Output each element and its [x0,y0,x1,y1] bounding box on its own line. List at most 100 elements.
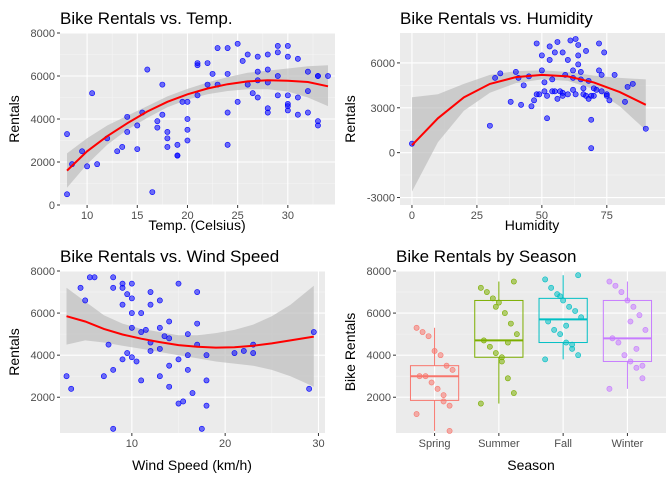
data-point [184,137,191,144]
data-point [119,301,126,308]
data-point [180,398,187,405]
data-point [284,92,291,99]
box-body [474,299,524,358]
season-point [572,308,579,314]
data-points-humidity [409,36,649,152]
y-tick-label: 3000 [371,103,395,115]
data-point [264,66,271,73]
data-point [305,68,311,75]
data-point [274,49,281,56]
season-point [630,303,637,310]
season-point [542,356,549,363]
data-point [284,43,291,49]
x-tick-label: 25 [471,210,483,222]
data-point [590,92,597,99]
data-point [551,88,558,95]
data-point [234,98,241,105]
season-point [446,402,453,409]
season-point [492,350,499,356]
y-axis-label-wind: Rentals [6,328,22,375]
data-point [142,327,149,333]
data-point [577,68,584,75]
data-point [105,341,112,348]
data-point [184,331,191,338]
data-point [559,92,566,99]
season-point [633,345,640,352]
data-point [166,318,173,325]
data-point [305,109,311,116]
ticks-wind: 10 20 30 2000 4000 6000 8000 [31,266,325,450]
data-point [305,88,311,94]
panel-wind: Bike Rentals vs. Wind Speed 10 20 30 2000 40… [6,247,325,473]
season-point [606,385,613,392]
data-point [79,148,85,155]
season-point [633,364,640,371]
data-point [119,284,126,291]
data-point [611,71,618,78]
season-point [437,352,444,359]
x-tick-label: 20 [181,210,193,222]
data-point [189,390,196,396]
data-point [629,80,636,87]
x-tick-label: 30 [312,438,324,450]
data-point [154,124,161,131]
chart-title-wind: Bike Rentals vs. Wind Speed [60,247,279,266]
smooth-line [66,79,329,172]
data-point [294,111,301,118]
season-point [492,303,499,310]
data-point [84,163,90,170]
data-point [570,67,576,74]
data-point [175,280,182,287]
season-point [575,272,582,279]
y-tick-label: 8000 [31,266,55,278]
season-point [446,427,453,434]
data-point [128,295,135,302]
data-point [110,425,117,432]
y-tick-label: 0 [49,200,55,212]
data-point [128,354,135,361]
x-tick-label: 50 [536,210,548,222]
data-point [147,289,154,295]
season-point [483,289,490,295]
data-point [606,97,613,104]
data-point [533,40,540,47]
data-point [128,324,135,331]
y-axis-label-temp: Rentals [6,95,22,142]
season-point [548,284,555,291]
x-tick-label: Winter [612,438,644,450]
data-point [507,98,514,105]
data-point [159,81,166,88]
season-point [639,375,646,382]
season-point [621,352,628,359]
y-tick-label: 0 [389,148,395,160]
x-axis-label-wind: Wind Speed (km/h) [132,457,252,473]
season-point [510,390,517,396]
data-point [593,86,600,93]
data-point [166,362,173,369]
data-point [156,297,163,304]
season-point [504,375,511,382]
data-point [128,310,135,316]
x-tick-label: 10 [126,438,138,450]
data-point [198,425,205,432]
y-tick-label: 4000 [31,350,55,362]
season-point [636,312,643,319]
season-point [557,331,564,338]
data-point [63,373,70,380]
y-tick-label: 2000 [31,157,55,169]
data-point [224,45,231,51]
data-point [528,103,535,110]
season-point [428,379,435,386]
box-body [602,299,653,362]
x-axis-label-humidity: Humidity [505,217,559,233]
data-point [64,191,70,198]
y-axis-label-season: Bike Rentals [342,313,358,392]
data-point [156,373,163,380]
season-point [477,284,484,291]
data-point [492,74,498,81]
data-point [128,280,135,287]
data-point [239,58,246,64]
data-point [203,377,210,384]
data-point [575,61,582,68]
data-point [315,122,321,129]
